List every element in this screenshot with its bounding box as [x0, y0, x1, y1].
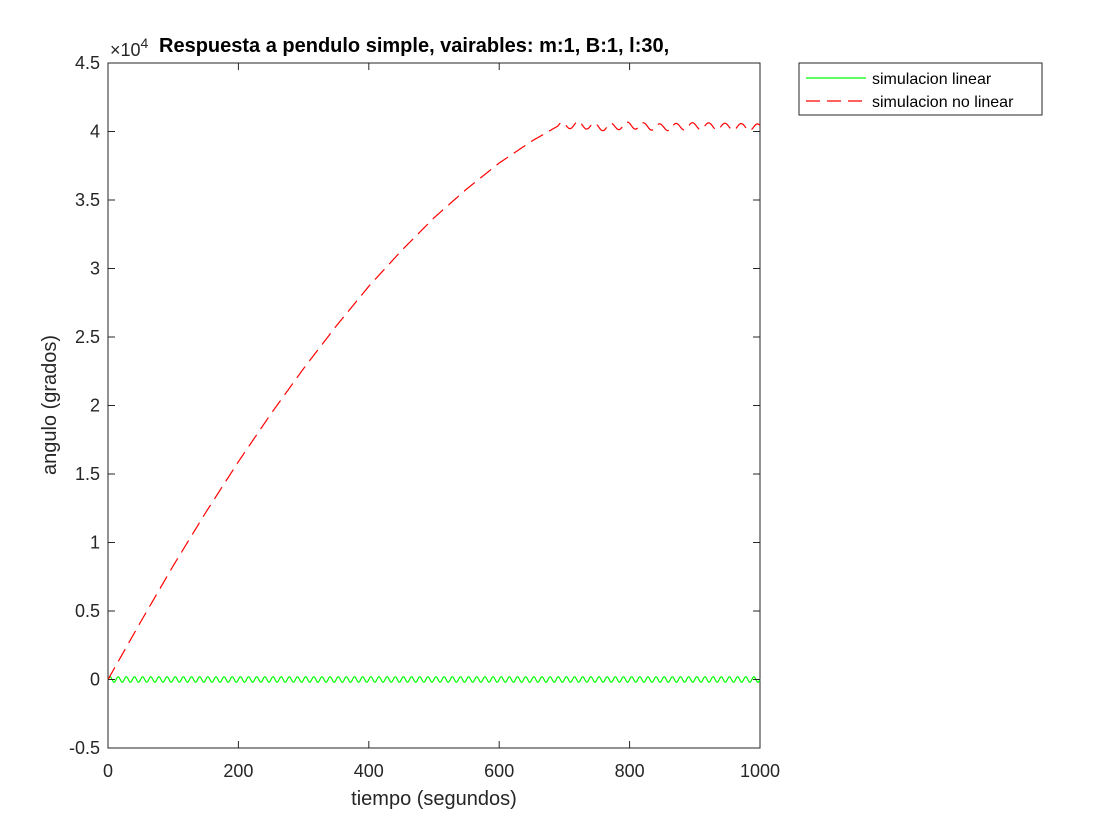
y-exponent-label: ×104: [110, 35, 149, 60]
plot-area: [107, 62, 761, 749]
y-tick-label: 2: [90, 396, 100, 416]
y-tick-label: 3: [90, 259, 100, 279]
legend: simulacion linear simulacion no linear: [798, 62, 1043, 116]
x-tick-label: 200: [223, 761, 253, 781]
series-layer: [107, 120, 761, 683]
x-axis-label: tiempo (segundos): [351, 788, 517, 810]
legend-box: [798, 62, 1043, 116]
x-tick-label: 0: [103, 761, 113, 781]
x-tick-label: 1000: [740, 761, 780, 781]
x-tick-label: 600: [484, 761, 514, 781]
x-tick-label: 400: [354, 761, 384, 781]
ticks-layer: 0 200 400 600 800 1000-0.500.511.522.533.544.…: [69, 53, 780, 781]
y-tick-label: 4: [90, 122, 100, 142]
y-tick-label: 0.5: [75, 601, 100, 621]
y-axis-label: angulo (grados): [39, 335, 61, 475]
y-tick-label: 2.5: [75, 327, 100, 347]
x-tick-label: 800: [615, 761, 645, 781]
y-tick-label: 1.5: [75, 464, 100, 484]
legend-entry-nonlinear: simulacion no linear: [872, 94, 1014, 111]
y-tick-label: 0: [90, 670, 100, 690]
chart-title: Respuesta a pendulo simple, vairables: m…: [159, 35, 669, 57]
y-tick-label: 1: [90, 533, 100, 553]
y-tick-label: 3.5: [75, 190, 100, 210]
series-nonlinear-line: [107, 120, 761, 680]
legend-entry-linear: simulacion linear: [872, 71, 992, 88]
series-linear-line: [107, 676, 761, 683]
y-tick-label: 4.5: [75, 53, 100, 73]
y-tick-label: -0.5: [69, 738, 100, 758]
